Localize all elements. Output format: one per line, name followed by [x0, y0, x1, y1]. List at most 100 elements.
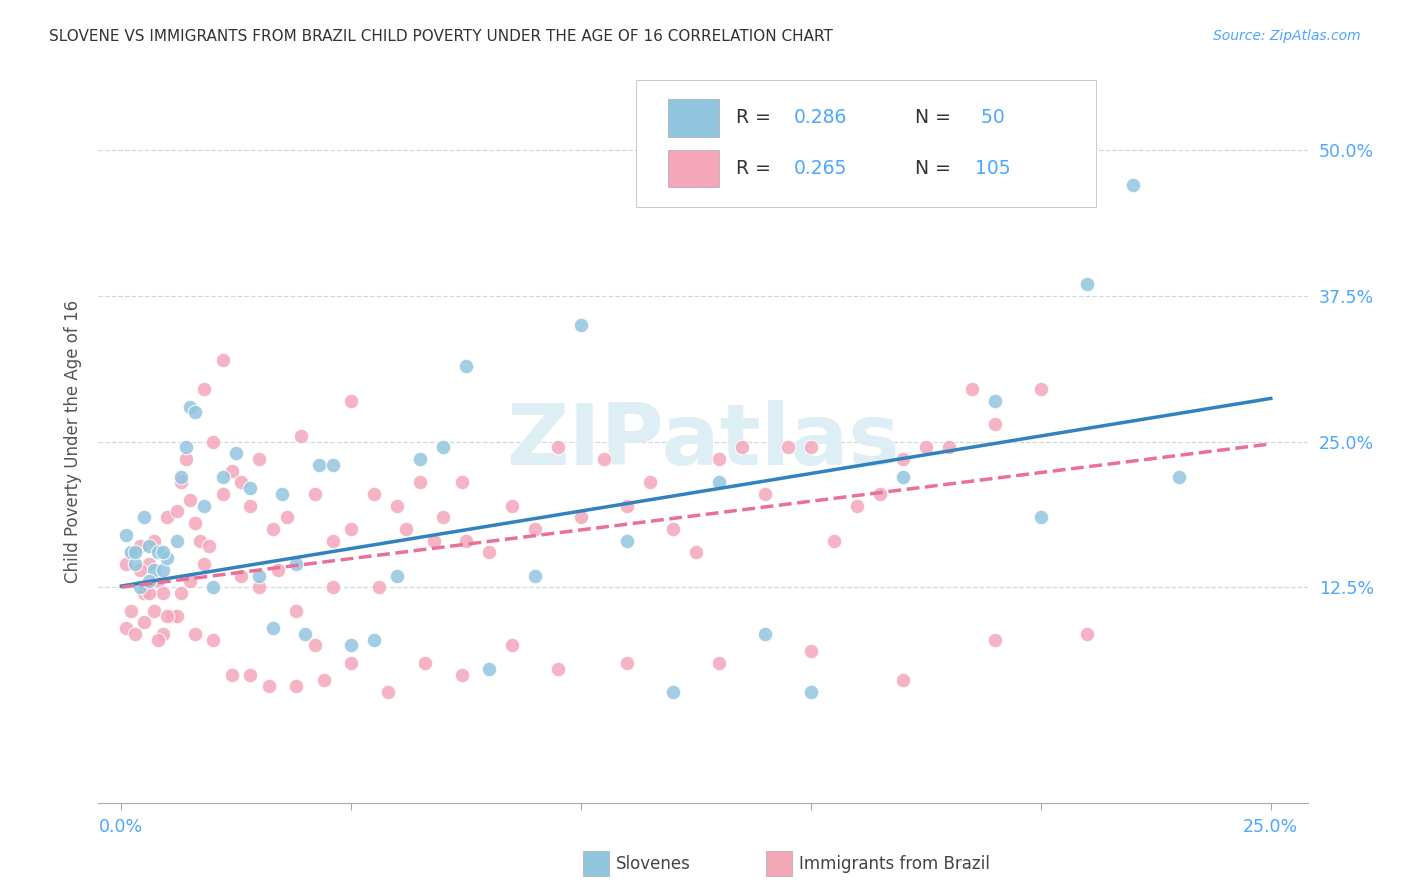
- Point: [569, 510, 592, 524]
- Point: [142, 603, 165, 617]
- Point: [148, 632, 170, 647]
- Point: [134, 586, 156, 600]
- Point: [322, 580, 344, 594]
- Text: 50: 50: [976, 108, 1005, 128]
- Point: [124, 557, 146, 571]
- Point: [285, 557, 308, 571]
- Point: [524, 568, 547, 582]
- Point: [239, 667, 262, 681]
- Point: [156, 510, 179, 524]
- Point: [156, 551, 179, 566]
- Point: [202, 580, 225, 594]
- Point: [229, 568, 252, 582]
- Point: [501, 639, 523, 653]
- Point: [211, 353, 233, 368]
- Point: [184, 627, 207, 641]
- Point: [142, 533, 165, 548]
- Text: Slovenes: Slovenes: [616, 855, 690, 873]
- Point: [662, 522, 685, 536]
- Point: [166, 533, 188, 548]
- Point: [322, 458, 344, 472]
- Point: [367, 580, 389, 594]
- Point: [616, 499, 638, 513]
- Text: SLOVENE VS IMMIGRANTS FROM BRAZIL CHILD POVERTY UNDER THE AGE OF 16 CORRELATION : SLOVENE VS IMMIGRANTS FROM BRAZIL CHILD …: [49, 29, 834, 44]
- Point: [193, 557, 215, 571]
- Point: [450, 667, 472, 681]
- Point: [915, 441, 938, 455]
- Point: [152, 586, 174, 600]
- Point: [984, 417, 1007, 431]
- Point: [308, 458, 330, 472]
- Point: [1029, 510, 1052, 524]
- Point: [731, 441, 754, 455]
- Point: [152, 545, 174, 559]
- Point: [432, 510, 454, 524]
- Point: [156, 609, 179, 624]
- Point: [340, 656, 363, 670]
- Point: [984, 393, 1007, 408]
- Point: [304, 487, 326, 501]
- Text: 0.286: 0.286: [794, 108, 846, 128]
- Point: [160, 609, 183, 624]
- Point: [285, 603, 308, 617]
- Point: [247, 568, 270, 582]
- Bar: [668, 99, 718, 136]
- Point: [456, 359, 478, 373]
- Point: [138, 586, 160, 600]
- Point: [202, 632, 225, 647]
- Point: [707, 475, 730, 490]
- Point: [120, 545, 142, 559]
- Point: [285, 679, 308, 693]
- Point: [257, 679, 280, 693]
- Text: R =: R =: [735, 159, 776, 178]
- Point: [340, 393, 363, 408]
- Point: [115, 528, 138, 542]
- Point: [247, 452, 270, 467]
- Point: [891, 469, 914, 483]
- Point: [184, 516, 207, 530]
- Point: [891, 452, 914, 467]
- Point: [211, 469, 233, 483]
- Point: [188, 533, 211, 548]
- Text: 0.265: 0.265: [794, 159, 846, 178]
- Point: [229, 475, 252, 490]
- Point: [1167, 469, 1189, 483]
- Point: [984, 632, 1007, 647]
- Point: [179, 400, 201, 414]
- Text: 105: 105: [976, 159, 1011, 178]
- Point: [776, 441, 799, 455]
- Point: [170, 469, 193, 483]
- Point: [707, 452, 730, 467]
- Point: [170, 586, 193, 600]
- Point: [120, 545, 142, 559]
- Point: [322, 533, 344, 548]
- Point: [124, 545, 146, 559]
- Point: [152, 627, 174, 641]
- Point: [221, 667, 243, 681]
- Point: [193, 382, 215, 396]
- Point: [1076, 277, 1098, 292]
- Point: [128, 540, 150, 554]
- Point: [846, 499, 869, 513]
- Point: [138, 540, 160, 554]
- Point: [239, 499, 262, 513]
- Point: [267, 563, 290, 577]
- Point: [262, 621, 284, 635]
- Bar: [668, 150, 718, 187]
- Point: [413, 656, 436, 670]
- Point: [616, 533, 638, 548]
- Point: [225, 446, 247, 460]
- Point: [124, 545, 146, 559]
- Point: [1122, 178, 1144, 193]
- Point: [869, 487, 891, 501]
- Text: ZIPatlas: ZIPatlas: [506, 400, 900, 483]
- Point: [271, 487, 294, 501]
- Point: [179, 574, 201, 589]
- Point: [569, 318, 592, 332]
- Point: [211, 487, 233, 501]
- Point: [662, 685, 685, 699]
- Point: [685, 545, 707, 559]
- Point: [501, 499, 523, 513]
- Point: [638, 475, 661, 490]
- Point: [128, 580, 150, 594]
